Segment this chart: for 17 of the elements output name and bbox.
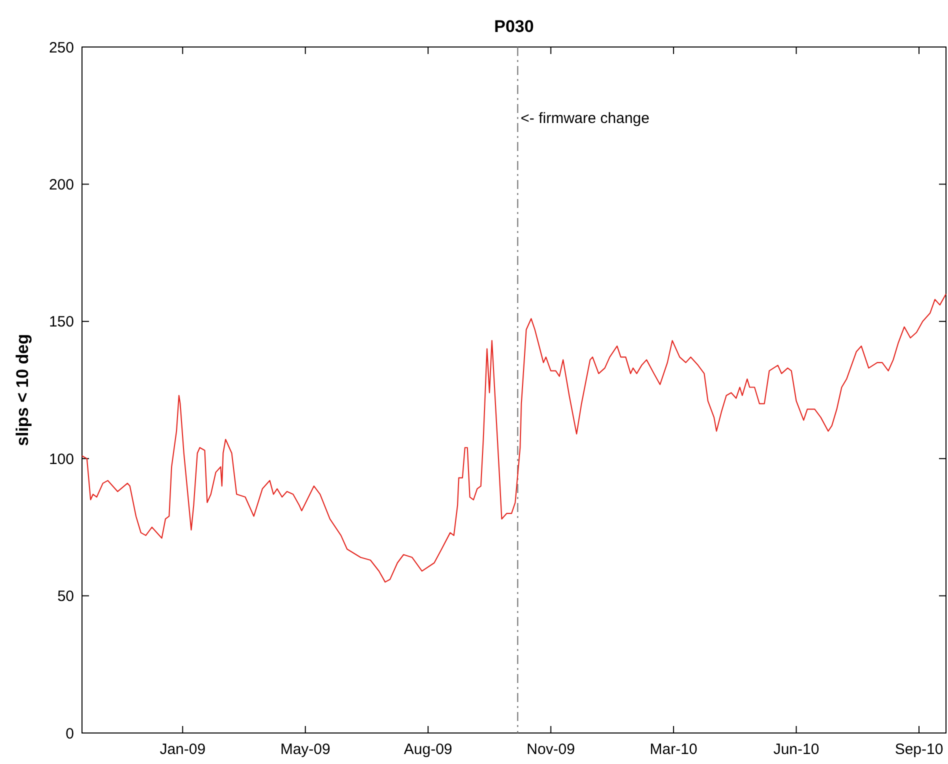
y-tick-label: 100 xyxy=(48,450,74,468)
y-tick-label: 200 xyxy=(48,176,74,194)
x-tick-label: May-09 xyxy=(280,741,330,758)
x-tick-label: Aug-09 xyxy=(404,741,452,758)
y-tick-label: 0 xyxy=(66,725,74,742)
y-tick-label: 150 xyxy=(48,314,74,331)
chart-title: P030 xyxy=(494,17,534,36)
line-series xyxy=(81,293,947,583)
x-tick-label: Mar-10 xyxy=(650,741,698,758)
ref-line-label: <- firmware change xyxy=(520,110,650,127)
x-tick-label: Sep-10 xyxy=(894,741,944,758)
x-tick-label: Jan-09 xyxy=(160,741,206,758)
y-tick-label: 250 xyxy=(48,39,74,56)
y-tick-label: 50 xyxy=(57,588,74,606)
x-tick-label: Jun-10 xyxy=(773,741,820,758)
x-tick-label: Nov-09 xyxy=(526,741,575,758)
y-axis-title: slips < 10 deg xyxy=(13,334,32,446)
